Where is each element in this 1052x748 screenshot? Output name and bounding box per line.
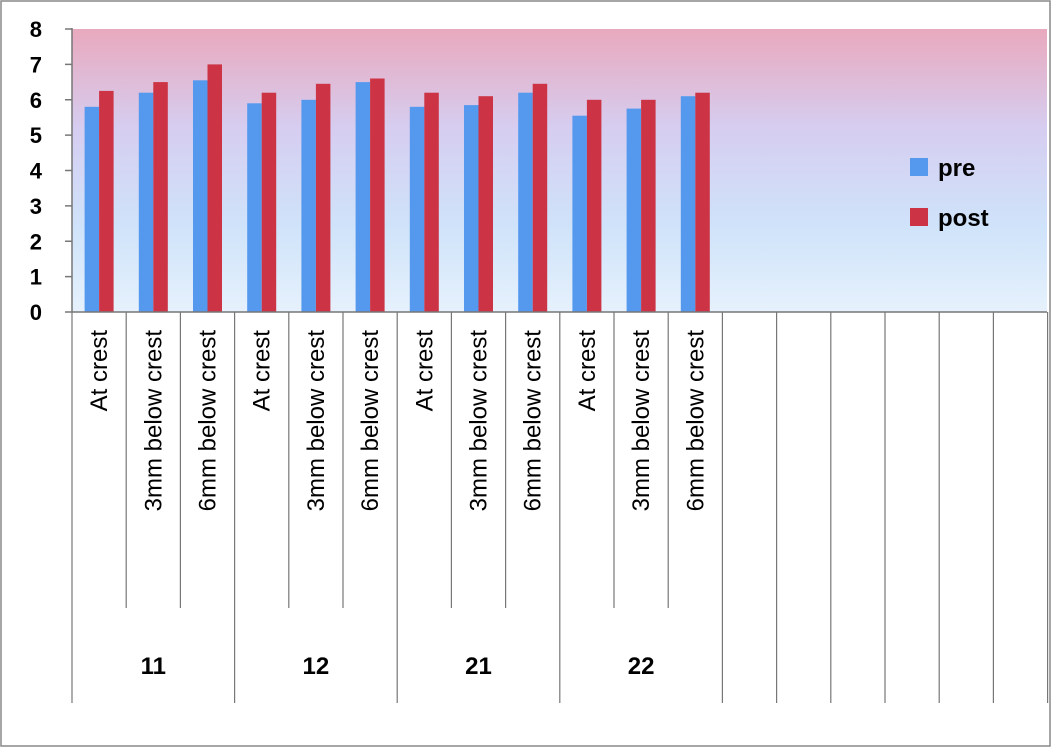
bar-post-0 — [99, 90, 114, 313]
bar-pre-4 — [301, 99, 316, 313]
bar-pre-7 — [464, 105, 479, 312]
y-tick-label-4: 4 — [30, 159, 43, 184]
bar-post-5 — [370, 78, 385, 312]
bar-pre-1 — [138, 92, 154, 312]
category-label-10: 3mm below crest — [628, 330, 655, 512]
category-label-2: 6mm below crest — [195, 330, 222, 512]
bar-post-3 — [261, 92, 277, 312]
category-label-6: At crest — [411, 330, 438, 412]
bar-pre-11 — [680, 96, 696, 312]
group-label-21: 21 — [465, 653, 492, 680]
plot-area-background — [72, 29, 1047, 312]
y-tick-label-3: 3 — [30, 194, 42, 219]
bar-pre-5 — [355, 82, 371, 312]
category-label-3: At crest — [249, 330, 276, 412]
bar-post-10 — [641, 99, 656, 313]
legend-label-post: post — [938, 205, 989, 232]
bar-post-2 — [207, 64, 222, 313]
group-label-11: 11 — [141, 653, 166, 680]
legend-swatch-pre — [910, 158, 928, 176]
bar-pre-8 — [518, 92, 533, 312]
bar-post-8 — [532, 83, 548, 312]
legend-label-pre: pre — [938, 155, 975, 182]
bar-post-9 — [586, 99, 602, 313]
category-label-8: 6mm below crest — [520, 330, 547, 512]
bar-post-7 — [478, 96, 493, 312]
bar-pre-6 — [409, 106, 425, 312]
bar-pre-9 — [572, 115, 587, 312]
category-label-1: 3mm below crest — [140, 330, 167, 512]
y-tick-label-8: 8 — [30, 17, 42, 42]
category-label-7: 3mm below crest — [466, 330, 493, 512]
y-tick-label-6: 6 — [30, 88, 42, 113]
y-tick-label-1: 1 — [30, 265, 42, 290]
category-label-0: At crest — [86, 330, 113, 412]
y-tick-label-2: 2 — [30, 229, 42, 254]
y-tick-label-0: 0 — [30, 300, 42, 325]
bar-post-1 — [153, 82, 168, 312]
group-label-12: 12 — [303, 653, 330, 680]
legend-swatch-post — [910, 208, 928, 226]
bar-post-4 — [315, 83, 331, 312]
category-label-11: 6mm below crest — [682, 330, 709, 512]
bar-pre-2 — [193, 80, 208, 312]
bar-pre-0 — [84, 106, 100, 312]
bar-post-11 — [695, 92, 710, 312]
bar-pre-10 — [626, 108, 642, 312]
category-label-4: 3mm below crest — [303, 330, 330, 512]
bar-post-6 — [424, 92, 439, 312]
category-label-9: At crest — [574, 330, 601, 412]
y-tick-label-7: 7 — [30, 52, 42, 77]
group-label-22: 22 — [628, 653, 655, 680]
category-label-5: 6mm below crest — [357, 330, 384, 512]
bar-pre-3 — [247, 103, 262, 312]
y-tick-label-5: 5 — [30, 123, 42, 148]
